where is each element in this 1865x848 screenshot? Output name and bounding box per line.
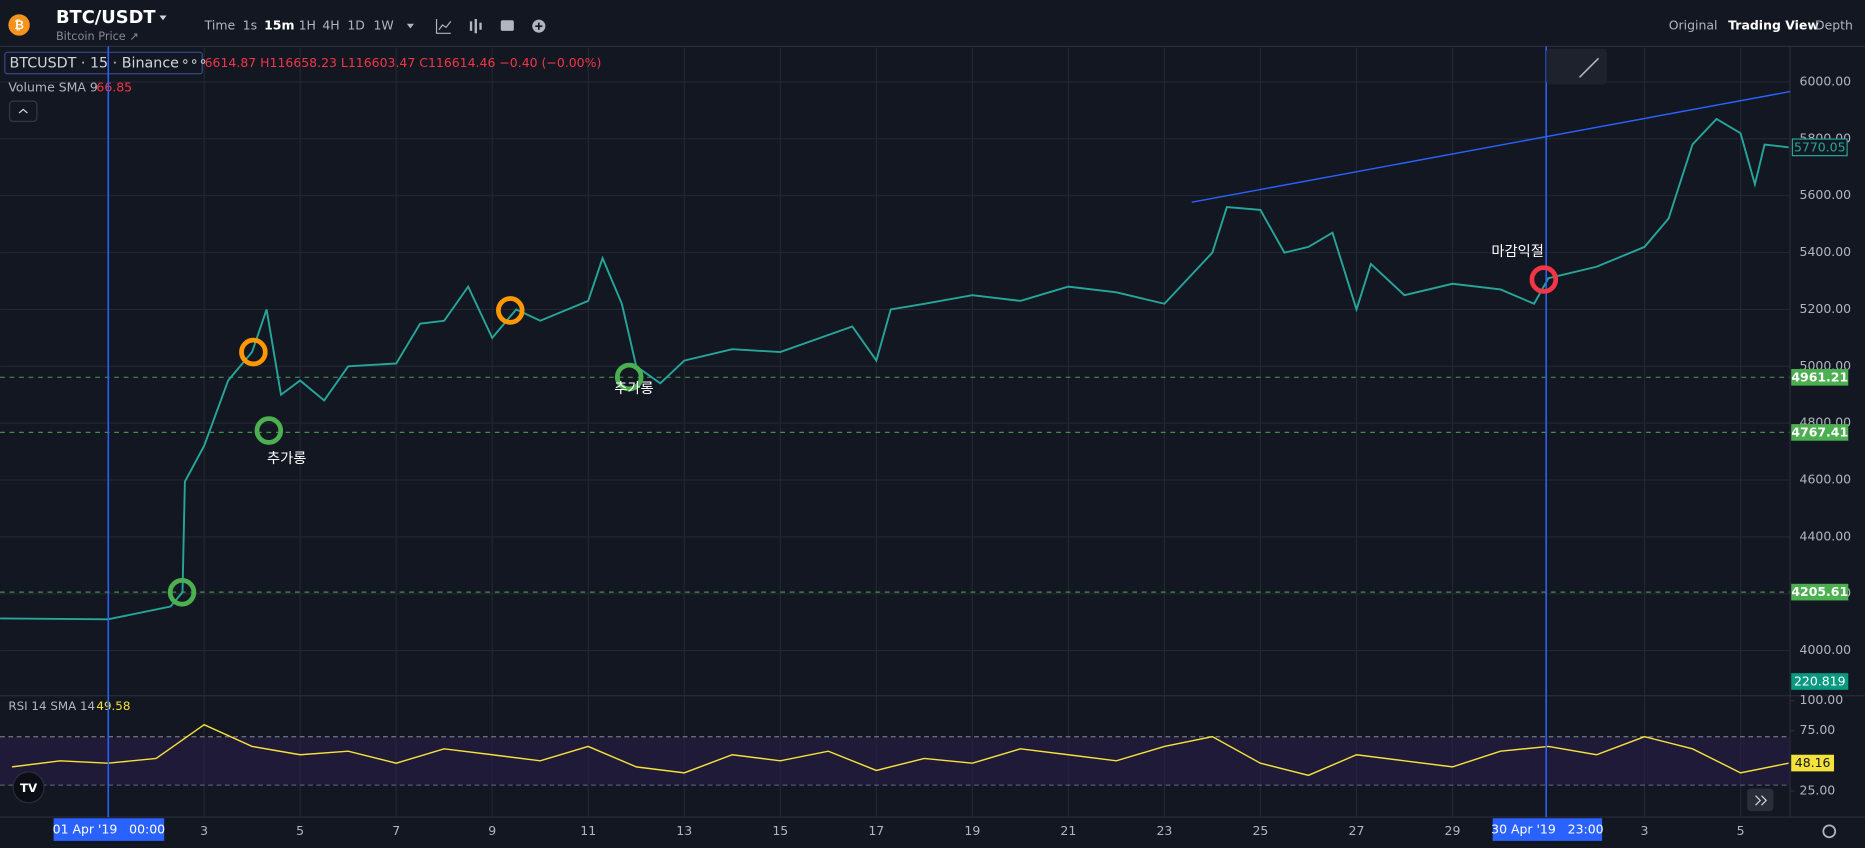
crosshair-label: 30 Apr '19 23:00 (1491, 822, 1604, 837)
x-tick-label: 17 (868, 823, 884, 838)
scroll-icon (1755, 795, 1768, 806)
x-tick-label: 5 (1737, 823, 1745, 838)
intervals: Time 1s 15m 1H 4H 1D 1W (204, 18, 394, 33)
x-tick-label: 23 (1156, 823, 1172, 838)
price-line (0, 117, 1789, 621)
interval-option[interactable]: 1H (299, 18, 316, 33)
interval-dropdown[interactable] (406, 23, 414, 29)
y-tick-label: 4000.00 (1800, 642, 1852, 657)
interval-option[interactable]: 4H (322, 18, 339, 33)
price-level-tag: 4205.61 (1791, 584, 1848, 599)
interval-option[interactable]: Time (204, 18, 236, 33)
interval-option[interactable]: 1s (243, 18, 257, 33)
y-tick-label: 5600.00 (1800, 187, 1852, 202)
x-tick-label: 19 (964, 823, 980, 838)
x-tick-label: 7 (392, 823, 400, 838)
legend-more[interactable]: ∘∘∘ (181, 54, 208, 70)
legend-symbol: BTCUSDT · 15 · Binance (10, 56, 180, 72)
price-level-tag: 4961.21 (1791, 369, 1848, 384)
x-tick-label: 11 (580, 823, 596, 838)
view-option[interactable]: Depth (1815, 18, 1853, 33)
crosshair-label-box (1492, 818, 1603, 841)
interval-option[interactable]: 1W (374, 18, 394, 33)
x-tick-label: 5 (296, 823, 304, 838)
interval-option[interactable]: 15m (264, 18, 294, 33)
annotation: 추가롱 (267, 450, 306, 467)
price-level-tag: 4767.41 (1791, 425, 1848, 440)
x-tick-label: 27 (1349, 823, 1365, 838)
view-option[interactable]: Original (1669, 18, 1718, 33)
price-level-tag-box (1791, 368, 1849, 386)
x-tick-label: 21 (1060, 823, 1076, 838)
y-tick-label: 4400.00 (1800, 528, 1852, 543)
volume-legend: Volume SMA 9 (8, 80, 98, 95)
add-icon-plus (535, 22, 543, 30)
rsi-line (11, 723, 1789, 777)
exit-marker (1529, 265, 1559, 294)
symbol[interactable]: BTC/USDT (56, 7, 156, 28)
symbol-legend-box[interactable] (4, 51, 203, 75)
entry-marker (167, 578, 197, 607)
x-tick-label: 13 (676, 823, 692, 838)
plot (0, 117, 1789, 777)
y-tick-label: 4600.00 (1800, 472, 1852, 487)
entry-marker (614, 362, 644, 392)
subtitle[interactable]: Bitcoin Price ↗ (56, 30, 139, 43)
grid (0, 47, 1795, 818)
marker (496, 296, 525, 325)
x-tick-label: 29 (1445, 823, 1461, 838)
tv-logo-text: TV (20, 781, 38, 795)
coin-logo-letter: ₿ (14, 18, 24, 32)
symbol-dropdown[interactable] (159, 15, 167, 21)
legend-ohlc: 6614.87 H116658.23 L116603.47 C116614.46… (205, 55, 602, 70)
marker (239, 337, 268, 367)
settings-icon[interactable] (1822, 824, 1837, 839)
last-price-tag-box (1791, 138, 1848, 157)
rsi-legend-value: 49.58 (96, 699, 130, 713)
annotation: 마감익절 (1491, 243, 1544, 260)
y-tick-label: 5400.00 (1800, 244, 1852, 259)
y-tick-label: 100.00 (1800, 692, 1844, 707)
y-tick-label: 6000.00 (1800, 73, 1852, 88)
trend-line[interactable] (1191, 90, 1791, 203)
crosshair-label: 01 Apr '19 00:00 (53, 822, 166, 837)
y-tick-label: 25.00 (1800, 782, 1836, 797)
price-level-tag-box (1791, 424, 1849, 441)
rsi-legend: RSI 14 SMA 14 (8, 699, 95, 713)
crosshair-label-box (53, 818, 165, 841)
last-value-tag: 48.16 (1795, 755, 1831, 770)
view-option[interactable]: Trading View (1728, 18, 1819, 33)
volume-legend-value: 66.85 (96, 80, 132, 95)
rsi-band (0, 737, 1791, 785)
volume-tag-box (1791, 673, 1849, 690)
x-tick-label: 3 (1641, 823, 1649, 838)
last-value-tag-box (1791, 754, 1835, 772)
camera-icon[interactable] (500, 20, 514, 31)
drawing-toolbar[interactable] (1546, 48, 1607, 85)
x-tick-label: 15 (772, 823, 788, 838)
chart-type-icon[interactable] (469, 19, 482, 34)
interval-option[interactable]: 1D (347, 18, 365, 33)
tv-logo[interactable] (12, 771, 45, 804)
coin-logo (8, 14, 30, 36)
x-tick-label: 3 (200, 823, 208, 838)
y-tick-label: 75.00 (1800, 722, 1836, 737)
drawing-tool-icon[interactable] (1578, 57, 1600, 78)
indicator-icon[interactable] (435, 19, 452, 34)
annotation: 추가롱 (614, 380, 653, 397)
entry-marker (254, 416, 284, 445)
y-tick-label: 5200.00 (1800, 301, 1852, 316)
x-tick-label: 25 (1252, 823, 1268, 838)
price-level-tag-box (1791, 583, 1849, 601)
collapse-button[interactable] (8, 100, 38, 122)
last-price-tag: 5770.05 (1794, 139, 1846, 154)
collapse-chevron (18, 108, 28, 114)
x-tick-label: 9 (488, 823, 496, 838)
volume-tag: 220.819 (1794, 674, 1846, 689)
